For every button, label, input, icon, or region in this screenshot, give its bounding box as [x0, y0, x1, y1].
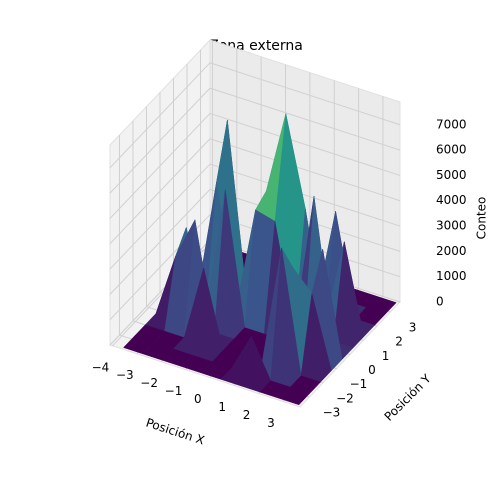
z-tick-label: 3000	[436, 219, 467, 233]
grid-line	[109, 138, 211, 245]
y-tick-label: 1	[382, 349, 390, 363]
y-tick-label: 3	[409, 320, 417, 334]
z-tick-label: 0	[436, 295, 444, 309]
grid-line	[109, 62, 211, 169]
grid-line	[209, 87, 401, 151]
y-tick-label: −3	[323, 406, 341, 420]
x-tick-label: −3	[116, 368, 134, 382]
x-tick-label: 0	[194, 392, 202, 406]
x-tick-label: −4	[92, 360, 110, 374]
z-tick-label: 2000	[436, 244, 467, 258]
z-axis-label: Conteo	[475, 197, 489, 240]
z-tick-label: 6000	[436, 143, 467, 157]
grid-line	[109, 113, 211, 219]
grid-line	[209, 62, 401, 126]
z-tick-label: 5000	[436, 168, 467, 182]
grid-line	[209, 112, 401, 176]
x-tick-label: 3	[267, 416, 275, 430]
y-tick-label: 2	[395, 335, 403, 349]
z-tick-label: 1000	[436, 269, 467, 283]
x-tick-label: −2	[140, 376, 158, 390]
y-tick-label: −1	[350, 377, 368, 391]
grid-line	[109, 163, 211, 270]
grid-line	[109, 87, 211, 194]
z-tick-label: 7000	[436, 117, 467, 131]
grid-line	[209, 138, 401, 202]
x-tick-label: 1	[218, 400, 226, 414]
y-tick-label: 0	[368, 363, 376, 377]
z-tick-label: 4000	[436, 193, 467, 207]
x-tick-label: 2	[243, 408, 251, 422]
grid-line	[109, 189, 211, 295]
surface-cell	[278, 386, 311, 406]
x-tick-label: −1	[165, 384, 183, 398]
y-tick-label: −2	[336, 391, 354, 405]
grid-line	[209, 163, 401, 227]
